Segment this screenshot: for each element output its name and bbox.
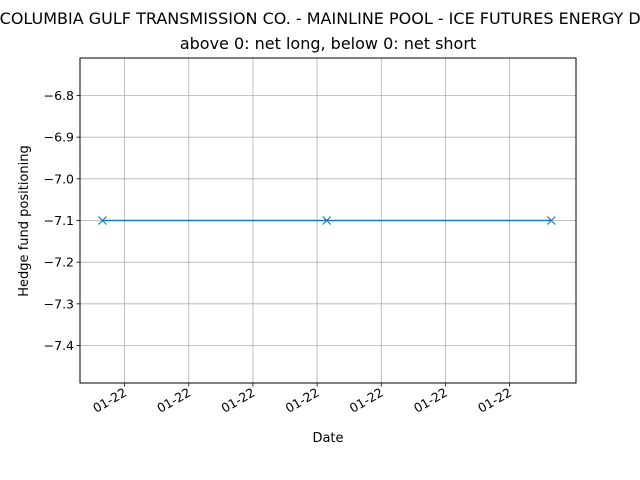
- y-axis-label: Hedge fund positioning: [17, 145, 32, 296]
- chart-title: COLUMBIA GULF TRANSMISSION CO. - MAINLIN…: [0, 9, 640, 28]
- y-tick-label-3: −7.1: [44, 213, 74, 228]
- y-tick-label-2: −7.0: [44, 171, 74, 186]
- data-point-marker-2: [546, 216, 556, 225]
- chart-subtitle: above 0: net long, below 0: net short: [180, 34, 476, 53]
- y-tick-label-0: −6.8: [44, 88, 74, 103]
- y-tick-label-5: −7.3: [44, 296, 74, 311]
- y-tick-label-4: −7.2: [44, 255, 74, 270]
- y-tick-label-1: −6.9: [44, 130, 74, 145]
- y-tick-label-6: −7.4: [44, 338, 74, 353]
- data-point-marker-0: [98, 216, 107, 225]
- series-layer: [98, 216, 556, 225]
- data-point-marker-1: [322, 216, 332, 225]
- x-axis-label: Date: [312, 431, 343, 446]
